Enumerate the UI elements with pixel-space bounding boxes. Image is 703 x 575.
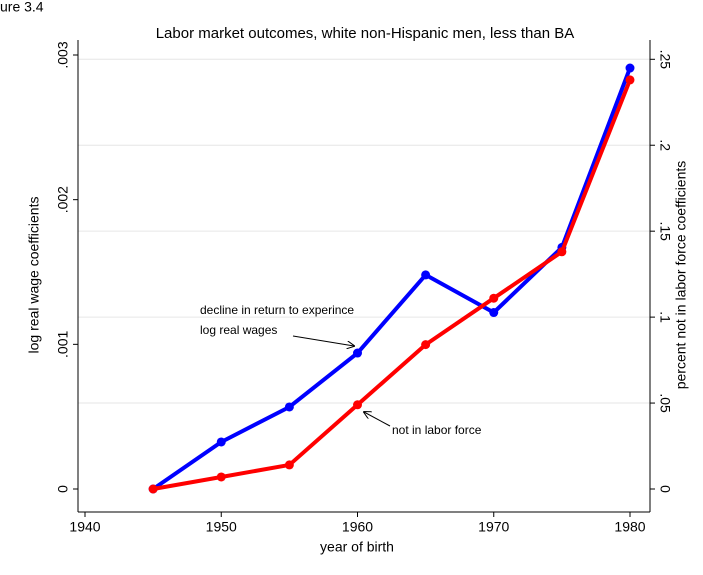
annotation: not in labor force bbox=[392, 423, 482, 437]
x-tick-label: 1970 bbox=[478, 519, 509, 535]
y-tick-label: .003 bbox=[55, 41, 71, 68]
point bbox=[284, 460, 294, 470]
x-tick-label: 1950 bbox=[206, 519, 237, 535]
point bbox=[557, 247, 567, 257]
x-axis-label: year of birth bbox=[320, 539, 394, 555]
y-axis-label: log real wage coefficients bbox=[26, 197, 42, 354]
y2-axis-label: percent not in labor force coefficients bbox=[673, 161, 689, 390]
y-tick-label: .002 bbox=[55, 186, 71, 213]
point bbox=[625, 75, 635, 85]
point bbox=[284, 402, 294, 412]
annotation-arrow bbox=[292, 335, 354, 346]
y2-tick-label: 0 bbox=[657, 485, 673, 493]
point bbox=[216, 437, 226, 447]
y-tick-label: 0 bbox=[55, 485, 71, 493]
point bbox=[489, 293, 499, 303]
x-tick-label: 1940 bbox=[69, 519, 100, 535]
y2-tick-label: .25 bbox=[657, 50, 673, 70]
point bbox=[148, 484, 158, 494]
annotation: decline in return to experince bbox=[200, 303, 354, 317]
x-tick-label: 1980 bbox=[614, 519, 645, 535]
chart-title: Labor market outcomes, white non-Hispani… bbox=[156, 25, 575, 42]
annotation-arrow bbox=[364, 412, 391, 427]
point bbox=[421, 270, 431, 280]
y-tick-label: .001 bbox=[55, 330, 71, 357]
point bbox=[216, 472, 226, 482]
y2-tick-label: .05 bbox=[657, 393, 673, 413]
x-tick-label: 1960 bbox=[342, 519, 373, 535]
line-series bbox=[152, 79, 632, 491]
y2-tick-label: .2 bbox=[657, 139, 673, 151]
point bbox=[353, 400, 362, 410]
point bbox=[489, 308, 499, 318]
point bbox=[421, 340, 431, 350]
annotation: log real wages bbox=[200, 323, 277, 337]
y2-tick-label: .1 bbox=[657, 311, 673, 323]
corner-text: ure 3.4 bbox=[0, 0, 44, 15]
y2-tick-label: .15 bbox=[657, 221, 673, 241]
point bbox=[625, 63, 635, 73]
point bbox=[353, 348, 362, 358]
